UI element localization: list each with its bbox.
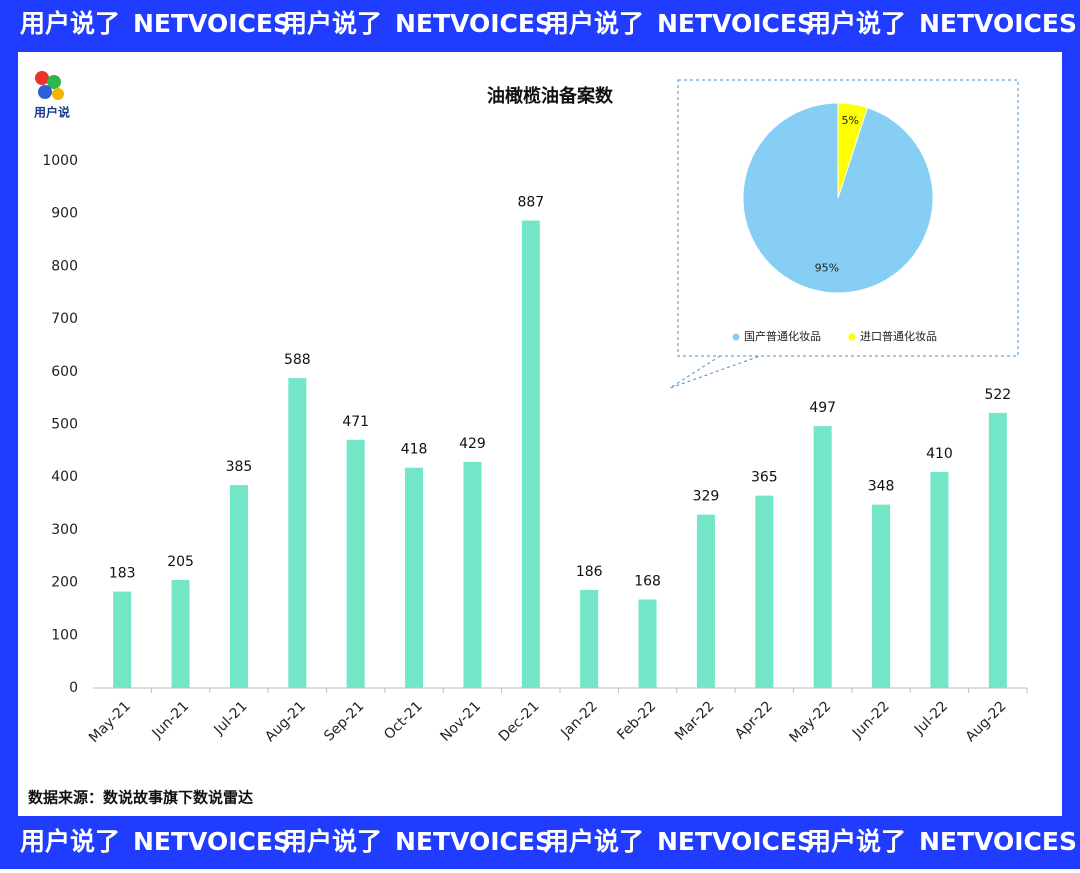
- chart-title: 油橄榄油备案数: [487, 85, 614, 107]
- bar: [930, 471, 949, 688]
- banner-text: 用户说了: [282, 827, 382, 856]
- bar: [229, 485, 248, 688]
- y-tick-label: 300: [51, 522, 78, 538]
- value-label: 418: [401, 442, 428, 458]
- y-tick-label: 100: [51, 627, 78, 643]
- bar: [988, 412, 1007, 688]
- banner-text: 用户说了: [544, 827, 644, 856]
- pie-slice: [837, 102, 868, 199]
- bar: [171, 579, 190, 688]
- y-tick-label: 400: [51, 469, 78, 485]
- value-label: 168: [634, 573, 661, 589]
- value-label: 410: [926, 446, 953, 462]
- value-label: 887: [517, 195, 544, 211]
- logo-text: 用户说: [33, 105, 70, 120]
- value-label: 205: [167, 554, 194, 570]
- bar: [696, 514, 715, 688]
- bar: [113, 591, 132, 688]
- y-tick-label: 900: [51, 206, 78, 222]
- bar: [755, 495, 774, 688]
- banner-text: NETVOICES: [657, 9, 815, 38]
- source: 数据来源：数说故事旗下数说雷达: [28, 789, 253, 807]
- y-tick-label: 600: [51, 364, 78, 380]
- bar: [813, 426, 832, 688]
- logo-dot: [38, 85, 52, 99]
- value-label: 588: [284, 352, 311, 368]
- logo-dot: [35, 71, 49, 85]
- banner-text: NETVOICES: [133, 827, 291, 856]
- bar: [405, 467, 424, 688]
- banner-text: NETVOICES: [133, 9, 291, 38]
- bar: [463, 461, 482, 688]
- value-label: 183: [109, 566, 136, 582]
- banner-text: NETVOICES: [657, 827, 815, 856]
- slice-label: 5%: [841, 114, 858, 127]
- bar: [580, 589, 599, 688]
- banner-text: 用户说了: [806, 9, 906, 38]
- y-tick-label: 700: [51, 311, 78, 327]
- banner-text: 用户说了: [806, 827, 906, 856]
- legend-swatch: [848, 333, 856, 341]
- value-label: 429: [459, 436, 486, 452]
- banner-text: NETVOICES: [919, 827, 1077, 856]
- value-label: 522: [984, 387, 1011, 403]
- y-tick-label: 200: [51, 575, 78, 591]
- callout: [669, 355, 761, 389]
- logo-dot: [47, 75, 61, 89]
- value-label: 385: [226, 459, 253, 475]
- legend-label: 国产普通化妆品: [744, 329, 821, 343]
- banner-text: 用户说了: [282, 9, 382, 38]
- bar: [346, 439, 365, 688]
- y-tick-label: 800: [51, 258, 78, 274]
- bar: [521, 220, 540, 688]
- y-tick-label: 1000: [42, 153, 78, 169]
- value-label: 329: [693, 489, 720, 505]
- legend-swatch: [732, 333, 740, 341]
- value-label: 497: [809, 400, 836, 416]
- y-tick-label: 500: [51, 417, 78, 433]
- banner-text: 用户说了: [20, 827, 120, 856]
- legend-label: 进口普通化妆品: [860, 329, 937, 343]
- bar: [288, 378, 307, 688]
- value-label: 365: [751, 470, 778, 486]
- banner-text: 用户说了: [544, 9, 644, 38]
- value-label: 471: [342, 414, 369, 430]
- banner-text: NETVOICES: [395, 827, 553, 856]
- y-tick-label: 0: [69, 680, 78, 696]
- value-label: 348: [868, 479, 895, 495]
- pie-box: [677, 79, 1019, 357]
- bar: [872, 504, 891, 688]
- banner-text: 用户说了: [20, 9, 120, 38]
- bar: [638, 599, 657, 688]
- banner-text: NETVOICES: [919, 9, 1077, 38]
- slice-label: 95%: [815, 261, 839, 274]
- banner-text: NETVOICES: [395, 9, 553, 38]
- value-label: 186: [576, 564, 603, 580]
- logo-dot: [52, 88, 64, 100]
